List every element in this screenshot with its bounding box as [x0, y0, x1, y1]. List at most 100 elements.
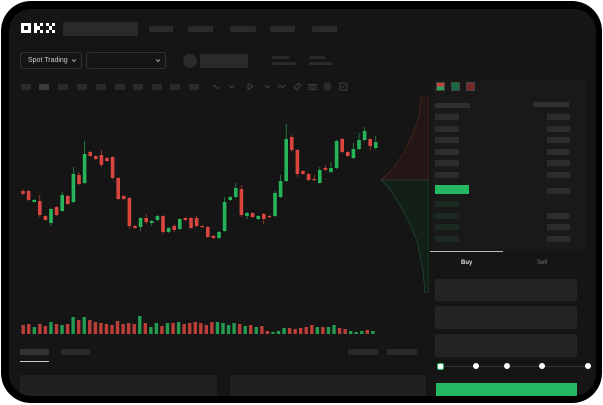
- timeframe-button[interactable]: [96, 84, 106, 90]
- order-book-price[interactable]: [435, 137, 459, 144]
- timeframe-button[interactable]: [115, 84, 125, 90]
- order-book-price[interactable]: [435, 148, 459, 155]
- wave-icon[interactable]: [277, 82, 286, 91]
- app-screen: Spot Trading Buy Sell: [9, 9, 596, 396]
- volume-bar: [221, 323, 225, 334]
- order-book-size[interactable]: [547, 212, 570, 219]
- slider-step[interactable]: [473, 363, 479, 369]
- camera-icon[interactable]: [308, 82, 317, 91]
- slider-step[interactable]: [504, 363, 510, 369]
- total-column-header: [533, 102, 569, 107]
- tab-order-history[interactable]: [61, 349, 90, 355]
- search-bar[interactable]: [63, 22, 138, 36]
- order-book-bids-icon[interactable]: [451, 82, 460, 91]
- slider-step[interactable]: [585, 363, 591, 369]
- order-book-size[interactable]: [547, 172, 570, 178]
- slider-handle[interactable]: [437, 363, 444, 370]
- volume-bar: [160, 326, 164, 334]
- timeframe-button[interactable]: [39, 84, 49, 90]
- volume-bar: [321, 327, 325, 334]
- order-card: [20, 375, 217, 396]
- draw-icon[interactable]: [246, 82, 255, 91]
- order-book-size[interactable]: [547, 125, 570, 132]
- volume-bar: [254, 327, 258, 334]
- order-book-price[interactable]: [435, 160, 459, 167]
- timeframe-button[interactable]: [77, 84, 87, 90]
- volume-bar: [115, 321, 120, 334]
- candle-body: [32, 200, 36, 202]
- indicator-icon[interactable]: [212, 82, 221, 91]
- candle-body: [351, 149, 356, 158]
- candle-body: [362, 131, 367, 140]
- order-book-both-icon[interactable]: [436, 82, 445, 91]
- slider-step[interactable]: [539, 363, 545, 369]
- volume-bar: [226, 325, 231, 334]
- candle-body: [49, 209, 53, 223]
- nav-item[interactable]: [270, 26, 295, 32]
- filter-button[interactable]: [387, 349, 417, 355]
- chevron-down-icon[interactable]: [227, 82, 236, 91]
- volume-bar: [138, 316, 142, 334]
- ruler-icon[interactable]: [293, 82, 302, 91]
- order-book-size[interactable]: [547, 160, 570, 167]
- volume-bar: [82, 317, 86, 334]
- buy-button[interactable]: [436, 383, 577, 396]
- volume-bar: [71, 317, 75, 334]
- order-book-price[interactable]: [435, 235, 459, 242]
- order-book-price[interactable]: [435, 201, 459, 207]
- chevron-down-icon[interactable]: [263, 82, 272, 91]
- volume-bar: [332, 325, 336, 334]
- filter-button[interactable]: [348, 349, 378, 355]
- order-book-size[interactable]: [547, 137, 570, 144]
- volume-bar: [165, 323, 170, 334]
- order-book-asks-icon[interactable]: [466, 82, 475, 91]
- volume-bar: [77, 320, 81, 334]
- volume-bar: [193, 322, 197, 334]
- order-book-size[interactable]: [547, 188, 570, 194]
- order-book-size[interactable]: [547, 148, 570, 155]
- pair-dropdown[interactable]: [86, 52, 166, 69]
- total-input[interactable]: [435, 334, 577, 357]
- volume-bar: [199, 323, 203, 334]
- candle-body: [357, 140, 361, 149]
- mid-price[interactable]: [435, 185, 469, 194]
- candle-body: [110, 157, 115, 178]
- candle-body: [82, 154, 87, 183]
- amount-slider[interactable]: [441, 366, 589, 367]
- timeframe-button[interactable]: [58, 84, 68, 90]
- candlestick-chart[interactable]: [9, 89, 429, 339]
- settings-icon[interactable]: [323, 82, 332, 91]
- order-book-size[interactable]: [547, 224, 570, 231]
- candle-body: [38, 201, 42, 215]
- candle-body: [60, 195, 64, 211]
- order-book-size[interactable]: [547, 235, 570, 242]
- timeframe-button[interactable]: [21, 84, 31, 90]
- volume-bar: [232, 323, 236, 334]
- order-book-price[interactable]: [435, 114, 459, 120]
- candle-body: [368, 139, 372, 146]
- nav-item[interactable]: [149, 26, 173, 32]
- amount-input[interactable]: [435, 306, 577, 329]
- order-book-price[interactable]: [435, 172, 459, 178]
- order-book-price[interactable]: [435, 125, 459, 132]
- timeframe-button[interactable]: [152, 84, 162, 90]
- price-input[interactable]: [435, 279, 577, 301]
- tab-sell[interactable]: Sell: [537, 260, 548, 266]
- timeframe-button[interactable]: [189, 84, 199, 90]
- nav-item[interactable]: [312, 26, 337, 32]
- okx-logo[interactable]: [21, 21, 58, 33]
- order-book-size[interactable]: [547, 114, 570, 120]
- trading-mode-dropdown[interactable]: Spot Trading: [20, 52, 82, 69]
- fullscreen-icon[interactable]: [339, 82, 348, 91]
- order-book-price[interactable]: [435, 212, 459, 219]
- timeframe-button[interactable]: [133, 84, 143, 90]
- timeframe-button[interactable]: [170, 84, 180, 90]
- order-book-price[interactable]: [435, 224, 459, 231]
- tab-open-orders[interactable]: [20, 349, 49, 355]
- nav-item[interactable]: [230, 26, 256, 32]
- volume-bar: [354, 332, 358, 334]
- tab-buy[interactable]: Buy: [461, 260, 473, 266]
- nav-item[interactable]: [188, 26, 213, 32]
- volume-bar: [126, 323, 131, 334]
- volume-bar: [110, 325, 114, 334]
